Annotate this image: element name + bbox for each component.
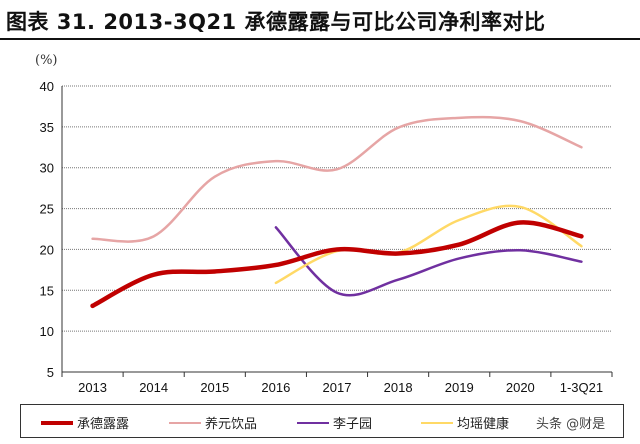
series-line-3 (274, 226, 583, 297)
legend-swatch (421, 421, 453, 424)
y-tick-label: 30 (40, 161, 54, 176)
y-tick-label: 25 (40, 202, 54, 217)
legend-swatch (41, 420, 73, 425)
legend-swatch (297, 421, 329, 424)
y-tick-label: 5 (47, 365, 54, 380)
x-tick-label: 2014 (139, 380, 168, 395)
x-tick-label: 2013 (78, 380, 107, 395)
series-line-1 (90, 220, 584, 309)
legend-label: 李子园 (333, 417, 373, 432)
plot-area: 5 10 15 20 25 30 35 40 2013 2014 2015 2016 2017 2018 2… (40, 79, 613, 395)
series-line-4 (274, 204, 583, 285)
legend-label: 均瑶健康 (457, 417, 510, 432)
legend-item: 均瑶健康 (421, 413, 509, 432)
x-tick-label: 2017 (323, 380, 352, 395)
x-tick-label: 2015 (200, 380, 229, 395)
y-axis-unit: (%) (35, 53, 58, 68)
x-tick-label: 1-3Q21 (560, 380, 603, 395)
legend-swatch (169, 421, 201, 424)
y-tick-label: 35 (40, 120, 54, 135)
x-tick-label: 2018 (384, 380, 413, 395)
y-tick-label: 15 (40, 283, 54, 298)
legend-label: 养元饮品 (205, 417, 258, 432)
watermark: 头条 @财是 (536, 417, 606, 432)
x-tick-label: 2020 (506, 380, 535, 395)
series-line-2 (91, 115, 583, 243)
legend: 头条 @财是 承德露露 养元饮品 李子园 均瑶健康 (20, 404, 624, 438)
y-tick-label: 40 (40, 79, 54, 94)
legend-item: 承德露露 (41, 413, 129, 432)
legend-item: 李子园 (297, 413, 372, 432)
chart-title: 图表 31. 2013-3Q21 承德露露与可比公司净利率对比 (6, 10, 546, 34)
legend-item: 养元饮品 (169, 413, 257, 432)
x-tick-label: 2016 (261, 380, 290, 395)
x-tick-label: 2019 (445, 380, 474, 395)
y-tick-label: 20 (40, 242, 54, 257)
title-divider (0, 38, 640, 40)
legend-label: 承德露露 (77, 417, 130, 432)
y-tick-label: 10 (40, 324, 54, 339)
